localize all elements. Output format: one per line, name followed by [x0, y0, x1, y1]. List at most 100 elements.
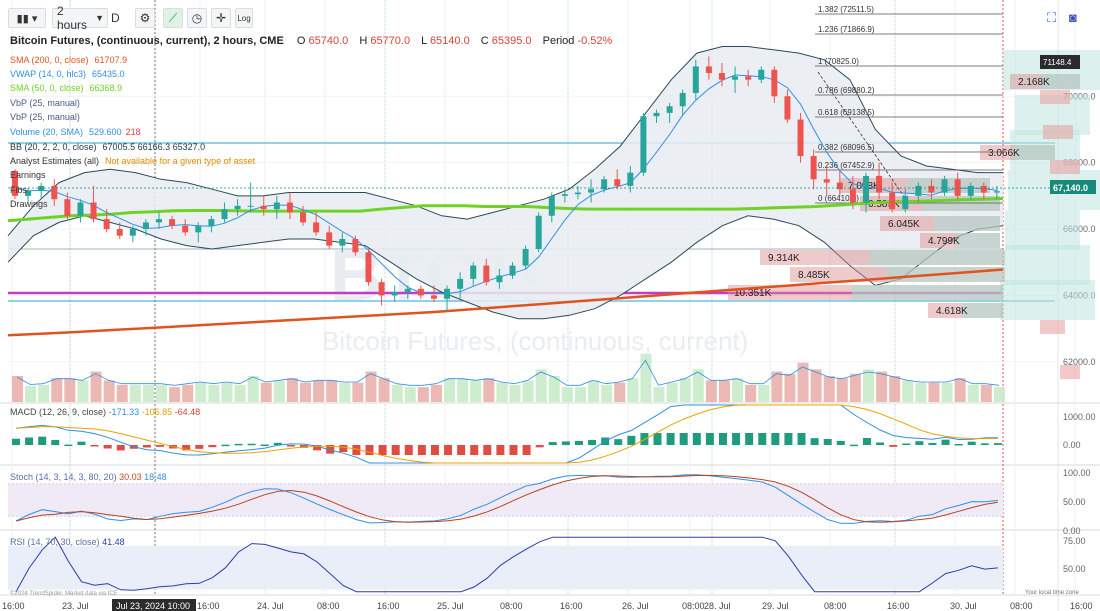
indicator-legend-item[interactable]: VbP (25, manual) — [10, 98, 86, 108]
crosshair-button[interactable]: ✛ — [211, 8, 231, 28]
indicator-value: 529.600 — [89, 127, 122, 137]
candle-body — [234, 205, 241, 210]
indicator-name: VbP (25, manual) — [10, 98, 80, 108]
volume-bar — [169, 387, 181, 402]
sma200-line — [7, 268, 1004, 337]
drawing-tool-button[interactable]: ⟋ — [163, 8, 183, 28]
macd-histogram-bar — [457, 445, 466, 455]
volume-bar — [430, 384, 442, 402]
candle-body — [326, 232, 333, 246]
volume-bar — [915, 382, 927, 402]
vbp-label: 10.351K — [734, 288, 772, 299]
log-scale-button[interactable]: Log — [235, 8, 253, 28]
chart-type-button[interactable]: ▮▮ ▾ — [8, 8, 46, 28]
indicator-legend-item[interactable]: SMA (200, 0, close) 61707.9 — [10, 55, 127, 65]
candle-body — [745, 76, 752, 80]
indicator-legend-item[interactable]: Drawings — [10, 199, 54, 209]
candle-body — [182, 225, 189, 233]
macd-histogram-bar — [732, 433, 741, 445]
candle-body — [221, 209, 228, 220]
macd-histogram-bar — [156, 445, 165, 447]
volume-bar — [365, 371, 377, 402]
macd-histogram-bar — [417, 445, 426, 455]
interval-suffix[interactable]: D — [111, 11, 120, 25]
indicator-legend-item[interactable]: VWAP (14, 0, hlc3) 65435.0 — [10, 69, 125, 79]
macd-histogram-bar — [326, 445, 335, 454]
volume-bar — [129, 384, 141, 402]
indicator-name: VbP (25, manual) — [10, 112, 80, 122]
volume-bar — [561, 387, 573, 402]
rsi-axis-label: 75.00 — [1063, 536, 1086, 546]
x-axis-label: 08:00 — [317, 601, 340, 611]
macd-histogram-bar — [38, 436, 47, 445]
vbp-label: 9.314K — [768, 253, 800, 264]
stoch-legend-label: Stoch (14, 3, 14, 3, 80, 20) — [10, 472, 117, 482]
vbp-label: 6.589K — [868, 199, 900, 210]
high-label: H — [359, 35, 368, 47]
interval-select[interactable]: 2 hours ▼ — [52, 4, 108, 32]
macd-histogram-bar — [103, 445, 112, 449]
candle-body — [103, 219, 110, 230]
volume-bar — [993, 387, 1005, 402]
macd-histogram-bar — [902, 443, 911, 445]
indicator-legend-item[interactable]: Volume (20, SMA) 529.600 218 — [10, 127, 141, 137]
indicator-legend-item[interactable]: BB (20, 2, 2, 0, close) 67005.5 66166.3 6… — [10, 142, 205, 152]
macd-signal-value: -106.85 — [141, 407, 173, 417]
volume-bar — [797, 362, 809, 402]
macd-value: -171.33 — [108, 407, 140, 417]
indicator-legend-item[interactable]: VbP (25, manual) — [10, 112, 86, 122]
volume-bar — [928, 382, 940, 402]
indicator-legend-item[interactable]: Earnings — [10, 170, 52, 180]
macd-histogram-bar — [509, 445, 518, 455]
candle-body — [810, 156, 817, 180]
volume-bar — [849, 373, 861, 402]
indicator-name: BB (20, 2, 2, 0, close) — [10, 142, 97, 152]
volume-bar — [12, 376, 23, 402]
volume-bar — [535, 369, 547, 402]
volume-bar — [404, 387, 416, 402]
macd-histogram-bar — [51, 440, 60, 445]
macd-histogram-bar — [300, 445, 309, 448]
macd-histogram-value: -64.48 — [174, 407, 201, 417]
candle-body — [823, 179, 830, 183]
macd-histogram-bar — [692, 433, 701, 445]
indicator-legend-item[interactable]: Analyst Estimates (all) Not available for… — [10, 156, 255, 166]
candle-body — [12, 170, 18, 196]
x-axis-label: 28. Jul — [704, 601, 731, 611]
volume-profile-bar — [1060, 365, 1080, 379]
indicator-legend-item[interactable]: SMA (50, 0, close) 66368.9 — [10, 83, 122, 93]
candle-body — [718, 73, 725, 80]
macd-histogram-bar — [365, 445, 374, 455]
settings-icon: ⚙ — [139, 11, 151, 25]
indicator-name: Fibs — [10, 185, 28, 195]
fullscreen-icon[interactable]: ⛶ — [1047, 10, 1057, 25]
chevron-down-icon: ▼ — [95, 13, 104, 23]
indicator-legend-item[interactable]: Fibs — [10, 185, 33, 195]
macd-histogram-bar — [339, 445, 348, 452]
settings-button[interactable]: ⚙ — [135, 8, 155, 28]
volume-bar — [260, 382, 272, 402]
candle-body — [378, 282, 385, 296]
macd-histogram-bar — [653, 433, 662, 445]
vbp-bar-buy — [1041, 74, 1080, 89]
camera-icon[interactable]: ◙ — [1069, 10, 1077, 25]
macd-legend[interactable]: MACD (12, 26, 9, close) -171.33 -106.85 … — [10, 407, 200, 417]
volume-bar — [889, 376, 901, 402]
x-axis-label: 26. Jul — [622, 601, 649, 611]
volume-bar — [444, 378, 456, 402]
volume-bar — [247, 376, 259, 402]
clock-button[interactable]: ◷ — [187, 8, 207, 28]
vbp-bar-buy — [870, 250, 1005, 265]
fib-level-label: 0.618 (69138.5) — [818, 108, 875, 117]
macd-histogram-bar — [954, 444, 963, 446]
indicator-name: SMA (50, 0, close) — [10, 83, 84, 93]
volume-bar — [470, 380, 482, 402]
macd-histogram-bar — [915, 441, 924, 445]
macd-histogram-bar — [574, 441, 583, 445]
stoch-legend[interactable]: Stoch (14, 3, 14, 3, 80, 20) 30.03 18.48 — [10, 472, 167, 482]
rsi-legend[interactable]: RSI (14, 70, 30, close) 41.48 — [10, 537, 125, 547]
volume-bar — [784, 373, 796, 402]
crosshair-time-badge — [112, 599, 196, 611]
candle-body — [90, 202, 97, 220]
